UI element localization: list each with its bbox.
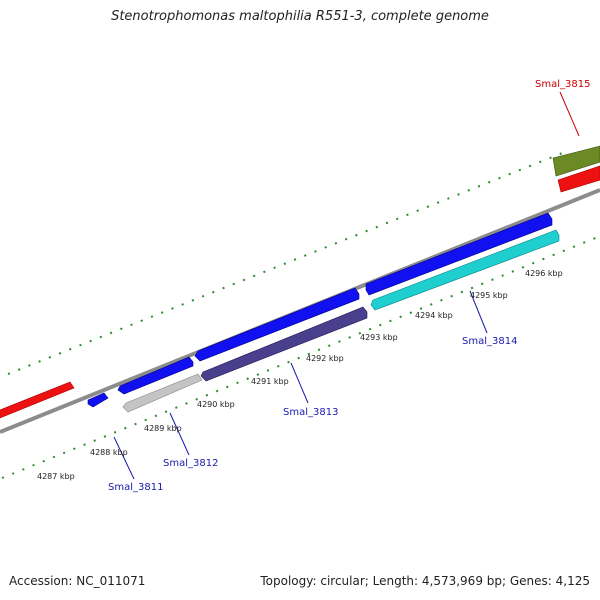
accession-text: Accession: NC_011071 [9,574,146,588]
outer-tick-track [7,151,566,375]
olive-feature [552,145,600,177]
kbp-tick-label: 4293 kbp [360,333,398,342]
gene-label-smal-3815: Smal_3815 [535,79,590,90]
kbp-tick-label: 4291 kbp [251,377,289,386]
leader-smal-3814 [469,290,488,334]
kbp-tick-label: 4287 kbp [37,472,75,481]
cds-plus-a [117,356,194,395]
kbp-tick-label: 4288 kbp [90,448,128,457]
map-title: Stenotrophomonas maltophilia R551-3, com… [111,9,489,24]
leader-smal-3811 [113,436,135,480]
gene-label-smal-3811: Smal_3811 [108,482,163,493]
gene-label-smal-3814: Smal_3814 [462,336,517,347]
gene-label-smal-3813: Smal_3813 [283,407,338,418]
cds-plus-b [194,287,360,362]
cds-minus-purple [200,306,368,382]
rna-feature-left [0,381,75,419]
inner-tick-track [1,236,599,479]
cds-small-plus [87,392,109,408]
gene-label-smal-3812: Smal_3812 [163,458,218,469]
kbp-tick-label: 4290 kbp [197,400,235,409]
leader-smal-3812 [169,412,190,456]
kbp-tick-label: 4295 kbp [470,291,508,300]
cds-minus-cyan [370,229,560,311]
rna-feature-right [557,165,600,193]
kbp-tick-label: 4294 kbp [415,311,453,320]
topology-text: Topology: circular; Length: 4,573,969 bp… [260,574,590,588]
leader-smal-3815 [559,91,580,137]
cds-plus-c [365,212,553,296]
leader-smal-3813 [290,362,309,404]
kbp-tick-label: 4292 kbp [306,354,344,363]
kbp-tick-label: 4289 kbp [144,424,182,433]
kbp-tick-label: 4296 kbp [525,269,563,278]
cds-minus-gray [122,373,203,413]
